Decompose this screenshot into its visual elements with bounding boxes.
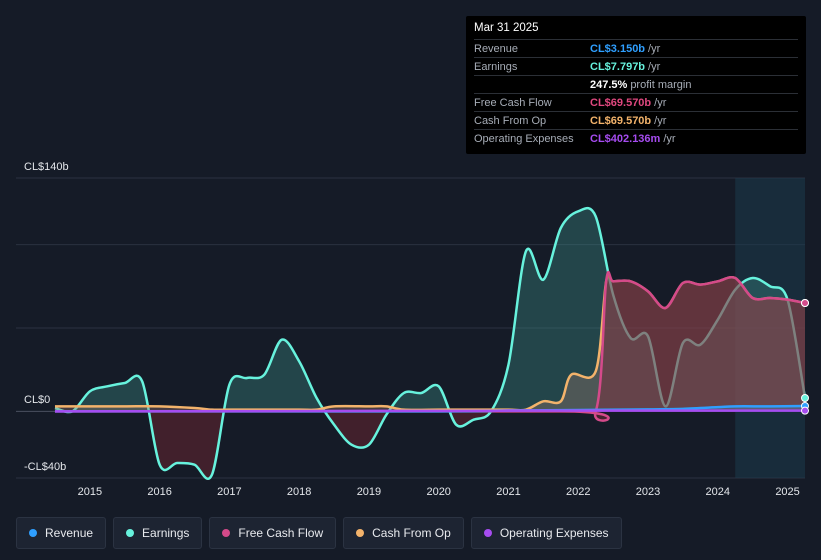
legend-label: Earnings [142,526,190,540]
x-tick-label: 2020 [426,486,450,498]
tooltip-row-label: Operating Expenses [474,132,574,145]
tooltip-row-unit: profit margin [630,78,692,91]
legend-dot-icon [29,529,37,537]
legend-item-earnings[interactable]: Earnings [113,517,203,549]
tooltip-row-value: CL$7.797b [590,60,646,73]
tooltip-row-unit: /yr [654,114,667,127]
tooltip-row: Revenue CL$3.150b/yr [474,39,798,57]
x-tick-label: 2015 [78,486,102,498]
x-tick-label: 2024 [706,486,730,498]
x-tick-label: 2025 [775,486,799,498]
legend-label: Free Cash Flow [238,526,324,540]
tooltip-row-value: CL$69.570b [590,114,652,127]
tooltip-row-unit: /yr [648,42,661,55]
y-label-top: CL$140b [24,161,69,173]
tooltip: Mar 31 2025 Revenue CL$3.150b/yr Earnings C… [466,16,806,154]
line-operating-expenses [54,409,805,413]
x-tick-label: 2021 [496,486,520,498]
tooltip-row-value: 247.5% [590,78,628,91]
legend-label: Revenue [45,526,94,540]
legend-dot-icon [126,529,135,537]
tooltip-row: 247.5% profit margin [474,75,798,93]
area-earnings [54,208,805,412]
x-tick-label: 2018 [287,486,311,498]
end-markers [801,299,809,415]
legend-dot-icon [222,529,231,537]
tooltip-rows: Revenue CL$3.150b/yr Earnings CL$7.797b/yr 2… [474,39,798,147]
tooltip-row-value: CL$3.150b [590,42,646,55]
tooltip-row-label: Revenue [474,42,519,55]
y-label-bottom: -CL$40b [24,461,66,473]
line-earnings [54,206,807,481]
area-cash-from-op [54,274,806,412]
x-tick-label: 2016 [147,486,171,498]
tooltip-row-value: CL$402.136m [590,132,661,145]
legend-item-cash-from-op[interactable]: Cash From Op [343,517,464,549]
y-label-zero: CL$0 [24,394,50,406]
x-tick-label: 2022 [566,486,590,498]
legend-dot-icon [483,529,492,537]
tooltip-date: Mar 31 2025 [474,22,539,34]
tooltip-row: Operating Expenses CL$402.136m/yr [474,129,798,147]
area-free-cash-flow [54,272,805,412]
series-layer [54,206,807,481]
end-marker-earnings [801,394,809,402]
legend: Revenue Earnings Free Cash Flow Cash From O… [16,517,622,549]
legend-item-operating-expenses[interactable]: Operating Expenses [470,517,622,549]
x-tick-label: 2023 [636,486,660,498]
x-axis-ticks: 2015 2016 2017 2018 2019 2020 2021 2022 2023 2024… [78,486,800,498]
tooltip-row-label: Cash From Op [474,114,547,127]
tooltip-row-unit: /yr [648,60,661,73]
tooltip-row: Free Cash Flow CL$69.570b/yr [474,93,798,111]
legend-label: Cash From Op [372,526,451,540]
tooltip-row: Cash From Op CL$69.570b/yr [474,111,798,129]
tooltip-row-value: CL$69.570b [590,96,652,109]
area-earnings-negative [64,411,492,479]
line-free-cash-flow [54,270,806,422]
legend-item-free-cash-flow[interactable]: Free Cash Flow [209,517,337,549]
x-tick-label: 2017 [217,486,241,498]
tooltip-row-unit: /yr [663,132,676,145]
x-tick-label: 2019 [357,486,381,498]
tooltip-row-unit: /yr [654,96,667,109]
tooltip-row-label: Free Cash Flow [474,96,552,109]
legend-item-revenue[interactable]: Revenue [16,517,107,549]
legend-label: Operating Expenses [499,526,609,540]
end-marker-free-cash-flow [801,299,809,307]
end-marker-operating-expenses [801,406,809,415]
tooltip-row-label: Earnings [474,60,518,73]
tooltip-row: Earnings CL$7.797b/yr [474,57,798,75]
legend-dot-icon [356,529,365,537]
